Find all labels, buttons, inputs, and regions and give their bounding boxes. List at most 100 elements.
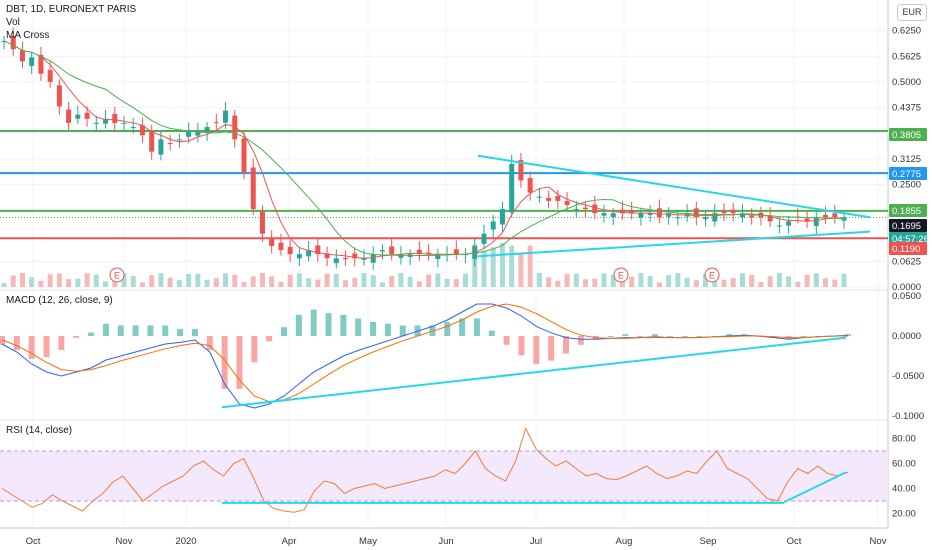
candle-body: [361, 258, 367, 260]
signal-line: [1, 303, 848, 403]
volume-bar: [186, 273, 192, 287]
macd-label[interactable]: MACD (12, 26, close, 9): [6, 295, 113, 306]
time-tick-label: Jul: [530, 536, 542, 547]
volume-bar: [213, 278, 219, 287]
volume-bar: [324, 273, 330, 287]
price-trendlines[interactable]: [477, 154, 871, 258]
candle-body: [527, 178, 533, 193]
macd-histogram-bar: [310, 309, 317, 336]
volume-bar: [795, 281, 801, 287]
volume-bar: [813, 273, 819, 287]
volume-bar: [739, 273, 745, 287]
candle-body: [29, 57, 35, 66]
candle-body: [518, 159, 524, 181]
time-axis[interactable]: Oct Nov 2020 Apr May Jun Jul Aug Sep Oct Nov: [26, 536, 887, 547]
candle-body: [832, 213, 838, 218]
macd-histogram-bar: [102, 323, 109, 336]
macd-pane[interactable]: [0, 303, 851, 409]
candle-body: [416, 249, 422, 255]
rsi-up-trendline: [783, 471, 847, 504]
candle-body: [804, 218, 810, 222]
volume-bar: [416, 281, 422, 287]
price-tick-label: 0.5000: [892, 77, 921, 88]
candle-body: [103, 118, 109, 124]
candle-body: [786, 221, 792, 226]
volume-bar: [675, 273, 681, 287]
price-axis[interactable]: 0.62500.56250.50000.43750.37500.31250.25…: [892, 26, 924, 520]
currency-button[interactable]: EUR: [897, 4, 927, 21]
macd-histogram-bar: [325, 313, 332, 336]
candle-body: [139, 125, 145, 136]
time-tick-label: May: [359, 536, 377, 547]
volume-bar: [343, 280, 349, 287]
candle-body: [490, 221, 496, 230]
macd-histogram-bar: [518, 336, 525, 356]
macd-histogram-bar: [73, 336, 80, 338]
price-tick-label: 0.5625: [892, 51, 921, 62]
macd-histogram-bar: [370, 321, 377, 336]
earnings-marker-label: E: [114, 271, 120, 281]
candle-body: [499, 209, 505, 225]
candle-body: [739, 213, 745, 218]
ma-cross-label[interactable]: MA Cross: [6, 30, 50, 41]
candle-body: [712, 213, 718, 222]
symbol-title[interactable]: DBT, 1D, EURONEXT PARIS: [6, 4, 137, 15]
macd-histogram-bar: [800, 336, 807, 337]
macd-histogram-bar: [43, 336, 50, 358]
macd-histogram-bar: [147, 325, 154, 336]
price-badge-label: 0.1695: [892, 221, 921, 232]
price-badge: [889, 128, 927, 141]
candle-body: [149, 130, 155, 152]
volume-bar: [407, 276, 413, 287]
candle-body: [259, 211, 265, 234]
macd-histogram-bar: [563, 336, 569, 354]
candle-body: [638, 213, 644, 218]
price-badges: 0.3805 0.2775 0.1855 0.1695 04:57:260.1190: [889, 128, 929, 255]
volume-label[interactable]: Vol: [6, 17, 20, 28]
candle-body: [592, 204, 598, 214]
candle-body: [38, 54, 44, 74]
volume-bar: [509, 245, 515, 287]
volume-bar: [149, 275, 155, 287]
horizontal-levels[interactable]: [0, 129, 888, 240]
macd-histogram-bar: [666, 336, 673, 337]
volume-bar: [703, 273, 709, 287]
ma-line: [3, 40, 845, 257]
macd-histogram-bar: [206, 336, 213, 351]
volume-bar: [647, 275, 653, 287]
price-badge: [889, 219, 927, 232]
candle-body: [112, 113, 118, 123]
rsi-line: [1, 427, 849, 513]
candle-body: [213, 122, 219, 124]
candle-body: [666, 213, 672, 217]
candle-body: [195, 131, 201, 136]
price-pane[interactable]: [0, 0, 888, 290]
macd-tick-label: -0.0500: [892, 371, 924, 382]
volume-bar: [315, 279, 321, 287]
price-tick-label: 0.3125: [892, 154, 921, 165]
time-tick-label: Oct: [26, 536, 41, 547]
rsi-pane[interactable]: [0, 427, 888, 513]
trendline-upper: [477, 154, 871, 219]
candle-body: [232, 115, 238, 140]
volume-bar: [832, 279, 838, 287]
macd-histogram-bar: [637, 336, 644, 337]
volume-bar: [287, 274, 293, 287]
candle-body: [841, 217, 847, 221]
candle-body: [730, 209, 736, 214]
volume-bar: [564, 274, 570, 287]
volume-bar: [463, 273, 469, 287]
candle-body: [693, 208, 699, 218]
volume-bar: [361, 273, 367, 287]
volume-bar: [56, 273, 62, 287]
volume-bar: [269, 276, 275, 287]
candle-body: [93, 122, 99, 124]
volume-bar: [583, 279, 589, 287]
candle-body: [10, 36, 16, 50]
candle-body: [546, 197, 552, 201]
rsi-label[interactable]: RSI (14, close): [6, 425, 73, 436]
volume-bar: [776, 273, 782, 287]
volume-bar: [481, 250, 487, 287]
